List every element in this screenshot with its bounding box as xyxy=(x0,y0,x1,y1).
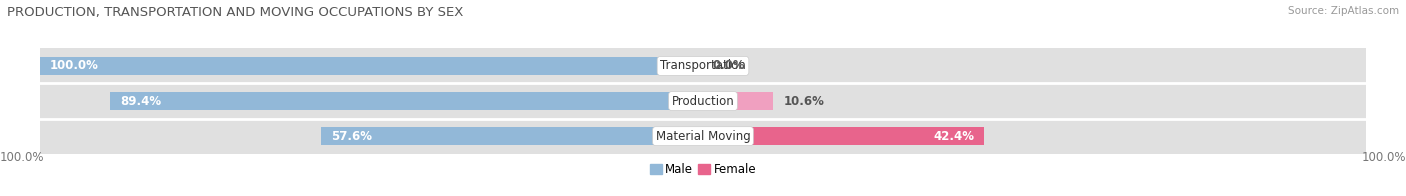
Text: 100.0%: 100.0% xyxy=(1361,152,1406,164)
Text: Production: Production xyxy=(672,94,734,108)
Bar xyxy=(703,127,984,145)
Text: 89.4%: 89.4% xyxy=(120,94,162,108)
Bar xyxy=(110,92,703,110)
Bar xyxy=(39,83,1367,119)
Text: Material Moving: Material Moving xyxy=(655,130,751,143)
Bar xyxy=(39,119,1367,154)
Text: 100.0%: 100.0% xyxy=(49,59,98,73)
Bar xyxy=(39,57,703,75)
Text: 57.6%: 57.6% xyxy=(330,130,373,143)
Text: Transportation: Transportation xyxy=(661,59,745,73)
Text: PRODUCTION, TRANSPORTATION AND MOVING OCCUPATIONS BY SEX: PRODUCTION, TRANSPORTATION AND MOVING OC… xyxy=(7,6,464,19)
Bar xyxy=(703,92,773,110)
Text: 42.4%: 42.4% xyxy=(934,130,974,143)
Text: 0.0%: 0.0% xyxy=(713,59,745,73)
Text: 10.6%: 10.6% xyxy=(783,94,824,108)
Text: 100.0%: 100.0% xyxy=(0,152,45,164)
Legend: Male, Female: Male, Female xyxy=(645,158,761,181)
Bar xyxy=(321,127,703,145)
Bar xyxy=(39,48,1367,83)
Text: Source: ZipAtlas.com: Source: ZipAtlas.com xyxy=(1288,6,1399,16)
